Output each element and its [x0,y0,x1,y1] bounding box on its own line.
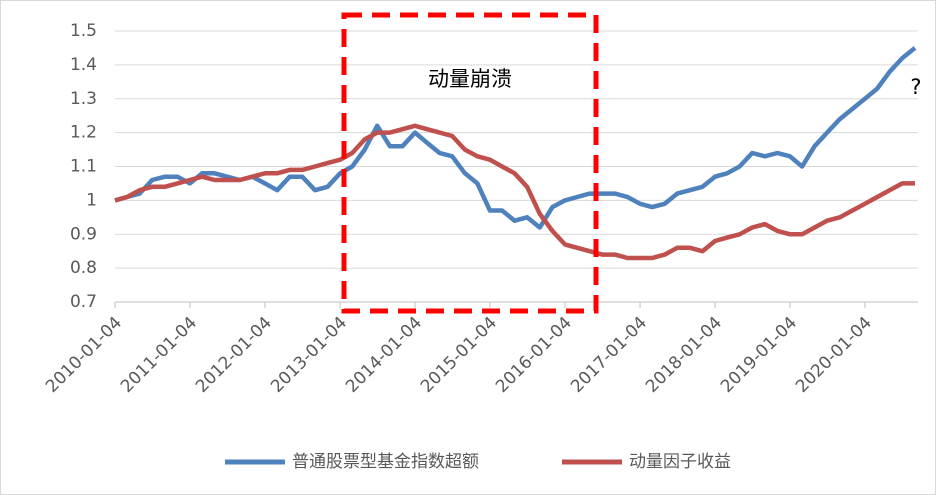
y-tick-label: 1.3 [70,89,97,109]
series-line [114,123,915,261]
x-tick-label: 2020-01-04 [792,313,876,397]
x-tick-label: 2016-01-04 [492,313,576,397]
x-tick-label: 2017-01-04 [567,313,651,397]
x-tick-label: 2011-01-04 [117,313,201,397]
x-tick-label: 2014-01-04 [342,313,426,397]
x-tick-label: 2019-01-04 [717,313,801,397]
highlight-box [341,12,599,314]
annotation: 动量崩溃 [428,67,512,91]
y-tick-label: 1.4 [70,55,97,75]
y-tick-label: 1 [86,190,97,210]
annotation: ? [910,75,921,99]
y-tick-label: 0.9 [70,224,97,244]
y-tick-label: 1.2 [70,123,97,143]
lines [114,46,917,261]
legend-label: 动量因子收益 [629,452,731,472]
legend-label: 普通股票型基金指数超额 [292,452,479,472]
x-tick-label: 2015-01-04 [417,313,501,397]
x-tick-label: 2010-01-04 [42,313,126,397]
y-tick-label: 0.8 [70,258,97,278]
grid [114,30,918,308]
y-tick-label: 0.7 [70,292,97,312]
x-tick-label: 2018-01-04 [642,313,726,397]
x-tick-label: 2012-01-04 [192,313,276,397]
y-tick-label: 1.5 [70,21,97,41]
y-tick-label: 1.1 [70,157,97,177]
x-tick-label: 2013-01-04 [267,313,351,397]
